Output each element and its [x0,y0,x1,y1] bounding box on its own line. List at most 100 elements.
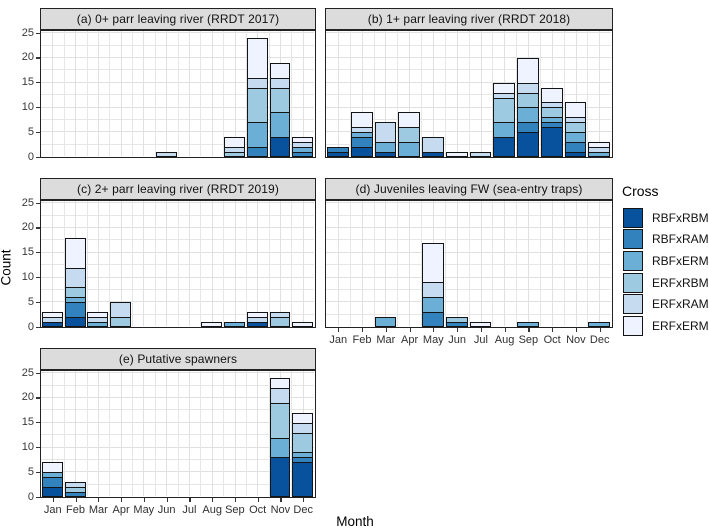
segment-ERFxERM [493,82,516,94]
y-tick-label: 5 [27,295,34,308]
segment-ERFxRBM [540,107,563,119]
legend-item-rbfxram: RBFxRAM [620,229,709,251]
bar-e-dec [292,372,314,497]
gridline-v-minor [132,31,134,157]
y-tick-mark [36,301,40,303]
segment-ERFxERM [41,312,63,319]
x-tick-mark [212,498,214,502]
gridline-v [504,201,506,327]
facet-strip-a: (a) 0+ parr leaving river (RRDT 2017) [40,8,316,30]
gridline-v-minor [373,201,375,327]
gridline-v [166,201,168,327]
gridline-v-minor [539,201,541,327]
y-tick-mark [36,131,40,133]
x-tick-label-mar: Mar [376,334,396,346]
gridline-v-minor [109,31,111,157]
legend-items: RBFxRBM RBFxRAM RBFxERM ERFxRBM ERFxRAM ERFxE… [620,207,709,337]
gridline-v [551,201,553,327]
gridline-v [234,201,236,327]
gridline-v-minor [268,201,270,327]
y-tick-label: 10 [21,101,34,113]
segment-RBFxRBM [269,137,291,157]
gridline-v-minor [154,201,156,327]
bar-d-may [422,202,444,327]
legend-label-erfxrbm: ERFxRBM [652,275,709,290]
y-tick-label: 25 [21,196,34,209]
facet-strip-e: (e) Putative spawners [40,348,316,370]
gridline-v-minor [516,31,518,157]
x-tick-mark [385,328,387,332]
gridline-v-minor [349,31,351,157]
x-tick-mark [433,328,435,332]
bar-b-dec [588,32,611,157]
y-tick-label: 10 [21,271,34,283]
gridline-v-minor [563,31,565,157]
bar-c-apr [110,202,132,327]
x-tick-label-nov: Nov [566,334,586,346]
gridline-v-minor [468,201,470,327]
legend-swatch-rbfxerm [623,250,643,271]
gridline-v-minor [291,31,293,157]
x-tick-label-dec: Dec [293,504,313,516]
segment-ERFxERM [398,112,421,129]
segment-ERFxERM [517,57,539,84]
legend-item-rbfxerm: RBFxERM [620,250,709,272]
gridline-v [432,31,434,157]
x-tick-mark [362,328,364,332]
gridline-v [166,31,168,157]
gridline-v [456,201,458,327]
segment-ERFxRAM [110,302,132,319]
gridline-v [599,201,601,327]
bar-c-feb [64,202,86,327]
segment-RBFxRAM [422,312,444,327]
gridline-v [143,201,145,327]
gridline-v [302,201,304,327]
x-tick-mark [480,328,483,332]
facet-strip-label-b: (b) 1+ parr leaving river (RRDT 2018) [367,12,571,26]
gridline-v [120,31,122,157]
segment-RBFxRBM [269,457,291,497]
segment-ERFxRAM [269,77,291,89]
gridline-v-minor [109,201,111,327]
gridline-v-minor [132,201,134,327]
segment-RBFxRBM [292,462,314,497]
gridline-v-minor [245,371,247,497]
gridline-v-minor [468,31,470,157]
x-tick-label-mar: Mar [88,504,108,516]
gridline-v-minor [373,31,375,157]
segment-ERFxERM [246,37,268,79]
facet-strip-label-d: (d) Juveniles leaving FW (sea-entry trap… [355,182,583,196]
segment-ERFxERM [588,142,611,149]
gridline-v [97,201,99,327]
segment-ERFxERM [540,87,563,104]
gridline-v-minor [245,201,247,327]
y-tick-label: 0 [27,490,34,503]
gridline-v [120,371,122,497]
segment-ERFxERM [41,462,63,474]
bar-d-mar [374,202,397,327]
segment-ERFxERM [469,322,492,327]
y-tick-label: 25 [21,366,34,379]
legend-label-erfxram: ERFxRAM [652,297,709,312]
segment-RBFxERM [588,322,611,327]
gridline-v [480,201,482,327]
gridline-v [456,31,458,157]
segment-RBFxRBM [64,317,86,327]
segment-ERFxRAM [292,422,314,434]
gridline-v-minor [63,371,65,497]
gridline-v [528,201,529,327]
bar-a-dec [292,32,314,157]
gridline-v-minor [223,371,225,497]
y-tick-label: 15 [21,76,34,89]
bar-e-jan [41,372,63,497]
bar-b-jul [469,32,492,157]
legend-label-rbfxrbm: RBFxRBM [652,210,709,225]
bar-c-oct [246,202,268,327]
gridline-v-minor [245,31,247,157]
segment-ERFxRBM [564,122,587,134]
x-tick-mark [575,328,578,332]
bar-e-nov [269,372,291,497]
gridline-v [52,201,54,327]
gridline-v-minor [223,201,225,327]
